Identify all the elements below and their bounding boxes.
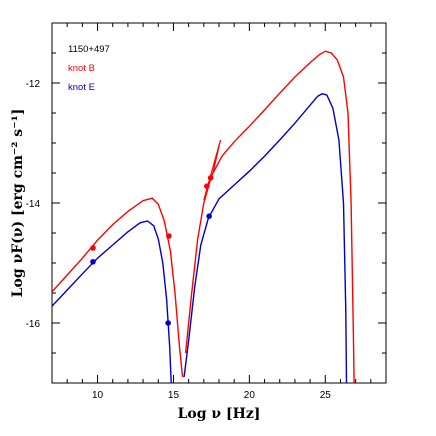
data-curves [52,50,355,383]
data-markers [90,175,214,326]
tick-labels: 10 15 20 25 -16 -14 -12 [26,79,332,401]
knot-b-data-point [166,233,172,239]
knot-b-xray-bowtie [203,139,222,201]
knot-b-curve-low [52,197,184,378]
knot-b-data-point [90,245,96,251]
knot-e-data-point [90,259,96,265]
legend-entry-knot-e: knot E [68,82,95,93]
x-tick-label: 20 [244,390,256,401]
legend-entry-knot-b: knot B [68,63,95,74]
annotation-label: 1150+497 [68,44,110,55]
knot-e-data-point [206,213,212,219]
y-tick-label: -16 [26,319,41,330]
knot-e-curve-high [183,93,348,383]
plot-frame [51,22,387,384]
x-tick-label: 10 [92,390,104,401]
x-axis-label: Log ν [Hz] [178,406,261,422]
knot-b-data-point [204,183,210,189]
knot-b-curve-high [184,50,355,383]
y-tick-label: -14 [26,199,41,210]
knot-e-curve-low [52,220,172,383]
axis-ticks [51,22,387,384]
x-tick-label: 15 [168,390,180,401]
y-tick-label: -12 [26,79,41,90]
x-tick-label: 25 [320,390,332,401]
knot-b-data-point [207,175,214,181]
y-axis-label: Log νF(ν) [erg cm⁻² s⁻¹] [10,109,26,298]
knot-e-data-point [165,320,171,326]
